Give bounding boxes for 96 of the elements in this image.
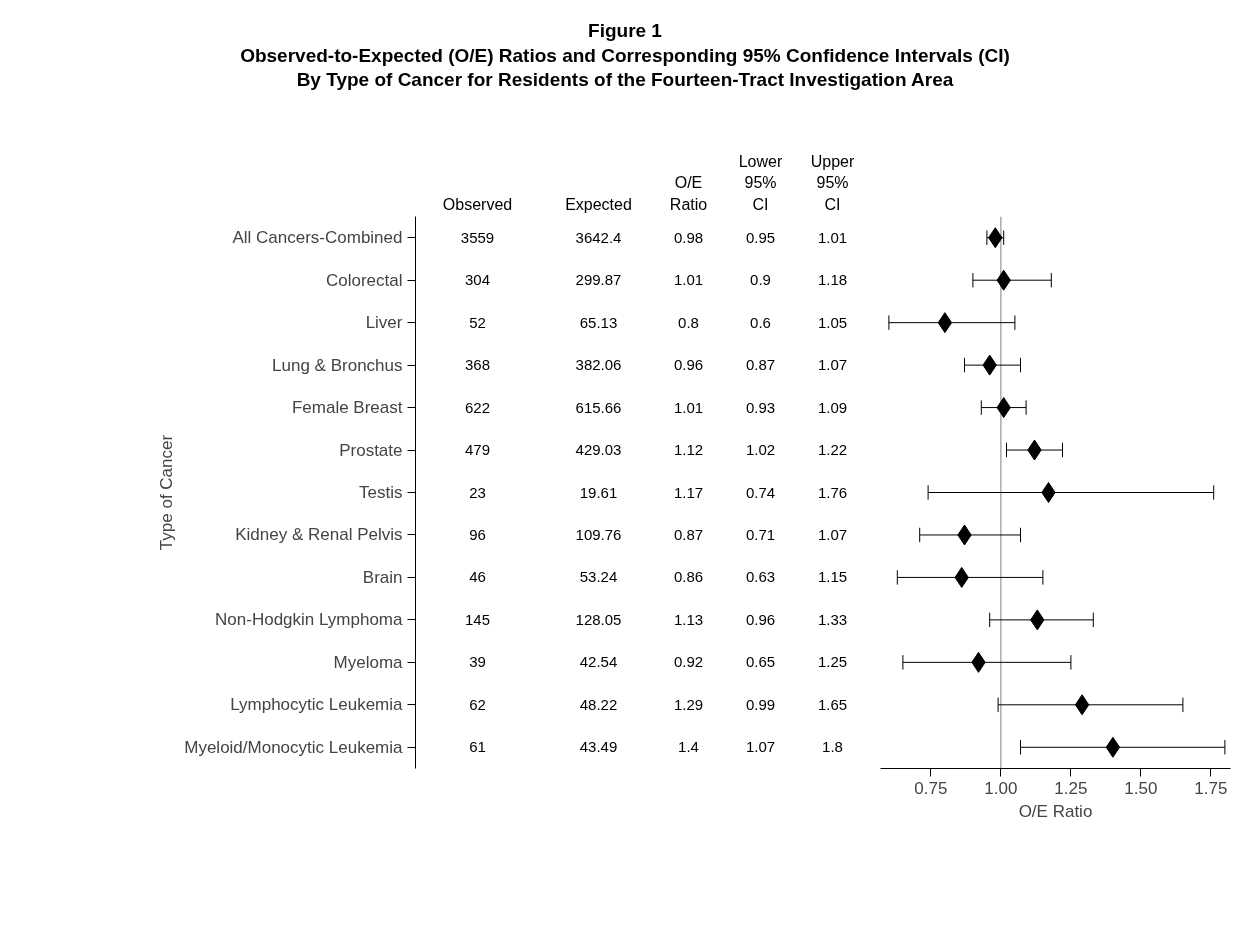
category-label: Non-Hodgkin Lymphoma — [215, 610, 404, 630]
x-tick-label: 0.75 — [914, 778, 948, 798]
data-label: 1.07 — [817, 525, 848, 543]
data-label: 0.8 — [678, 313, 699, 331]
text: Type of Cancer — [157, 434, 177, 551]
text: O/E Ratio — [669, 174, 708, 213]
data-label: 53.24 — [579, 568, 618, 586]
category-label: Brain — [362, 567, 403, 587]
point — [1074, 694, 1090, 716]
data-label: 0.6 — [750, 313, 771, 331]
data-label: 1.18 — [817, 271, 848, 289]
data-label: 1.76 — [817, 483, 848, 501]
data-label: 145 — [464, 610, 491, 628]
data-label: 1.29 — [673, 695, 704, 713]
data-label: 0.86 — [673, 568, 704, 586]
category-label: Testis — [359, 483, 403, 502]
category-label: Lung & Bronchus — [272, 355, 403, 375]
point — [1041, 482, 1056, 503]
data-label: 1.01 — [817, 228, 848, 246]
data-label: 1.15 — [817, 568, 848, 586]
data-label: 46 — [469, 568, 486, 586]
data-label: 1.02 — [745, 441, 776, 459]
data-label: 48.22 — [579, 695, 618, 713]
data-label: 23 — [469, 483, 486, 501]
text: Lower 95% CI — [738, 153, 783, 213]
category-label: Myeloma — [333, 652, 404, 672]
data-label: 429.03 — [575, 441, 622, 459]
category-label: Prostate — [339, 440, 403, 460]
data-label: 1.07 — [745, 738, 776, 756]
data-label: 1.33 — [817, 610, 848, 628]
data-label: 43.49 — [579, 738, 618, 756]
data-label: 1.25 — [817, 653, 848, 671]
category-label: Kidney & Renal Pelvis — [235, 525, 403, 545]
data-label: 1.01 — [673, 271, 704, 289]
category-label: Female Breast — [291, 398, 403, 418]
data-label: 39 — [469, 653, 486, 671]
text: Observed-to-Expected (O/E) Ratios and Corresponding 95% Confidence Intervals (CI) By Type of Cancer for Residents of the Fourteen-Tract Investigation Area — [240, 43, 1010, 93]
data-label: 0.63 — [745, 568, 776, 586]
text: Observed — [442, 195, 513, 213]
data-label: 1.65 — [817, 695, 848, 713]
data-label: 0.96 — [745, 610, 776, 628]
data-label: 0.71 — [745, 525, 776, 543]
data-label: 1.8 — [822, 738, 843, 756]
data-label: 0.96 — [673, 356, 704, 374]
data-label: 128.05 — [575, 610, 622, 628]
data-label: 1.07 — [817, 356, 848, 374]
data-label: 52 — [469, 313, 486, 331]
data-label: 0.92 — [673, 653, 704, 671]
text: Figure 1 — [587, 19, 663, 43]
data-label: 622 — [464, 398, 491, 416]
data-label: 299.87 — [575, 271, 622, 289]
data-label: 61 — [469, 738, 486, 756]
text: Expected — [565, 195, 632, 213]
data-label: 0.95 — [745, 228, 776, 246]
data-label: 1.13 — [673, 610, 704, 628]
data-label: 304 — [464, 271, 491, 289]
point — [1105, 736, 1121, 758]
data-label: 0.93 — [745, 398, 776, 416]
data-label: 1.12 — [673, 441, 704, 459]
data-label: 0.87 — [673, 525, 704, 543]
category-label: Myeloid/Monocytic Leukemia — [184, 737, 404, 757]
category-label: Liver — [365, 313, 403, 333]
data-label: 62 — [469, 695, 486, 713]
data-label: 1.22 — [817, 441, 848, 459]
data-label: 0.9 — [750, 271, 771, 289]
text: Upper 95% CI — [810, 153, 855, 213]
data-label: 0.99 — [745, 695, 776, 713]
point — [937, 312, 953, 334]
data-label: 1.01 — [673, 398, 704, 416]
data-label: 3642.4 — [575, 228, 622, 246]
data-label: 368 — [464, 356, 491, 374]
x-tick-label: 1.50 — [1124, 778, 1158, 798]
data-label: 109.76 — [575, 525, 622, 543]
data-label: 1.17 — [673, 483, 704, 501]
data-label: 1.4 — [678, 738, 699, 756]
data-label: 19.61 — [579, 483, 618, 501]
data-label: 65.13 — [579, 313, 618, 331]
category-label: Lymphocytic Leukemia — [230, 695, 404, 715]
data-label: 96 — [469, 525, 486, 543]
x-axis-title: O/E Ratio — [1018, 801, 1093, 821]
data-label: 0.74 — [745, 483, 776, 501]
x-tick-label: 1.75 — [1194, 778, 1228, 798]
data-label: 0.65 — [745, 653, 776, 671]
category-label: All Cancers-Combined — [232, 228, 403, 248]
data-label: 382.06 — [575, 356, 622, 374]
data-label: 479 — [464, 441, 491, 459]
data-label: 615.66 — [575, 398, 622, 416]
data-label: 0.87 — [745, 356, 776, 374]
x-tick-label: 1.00 — [984, 778, 1018, 798]
data-label: 1.05 — [817, 313, 848, 331]
data-label: 3559 — [460, 228, 495, 246]
x-tick-label: 1.25 — [1054, 778, 1088, 798]
data-label: 1.09 — [817, 398, 848, 416]
data-label: 42.54 — [579, 653, 618, 671]
data-label: 0.98 — [673, 228, 704, 246]
category-label: Colorectal — [325, 270, 403, 290]
